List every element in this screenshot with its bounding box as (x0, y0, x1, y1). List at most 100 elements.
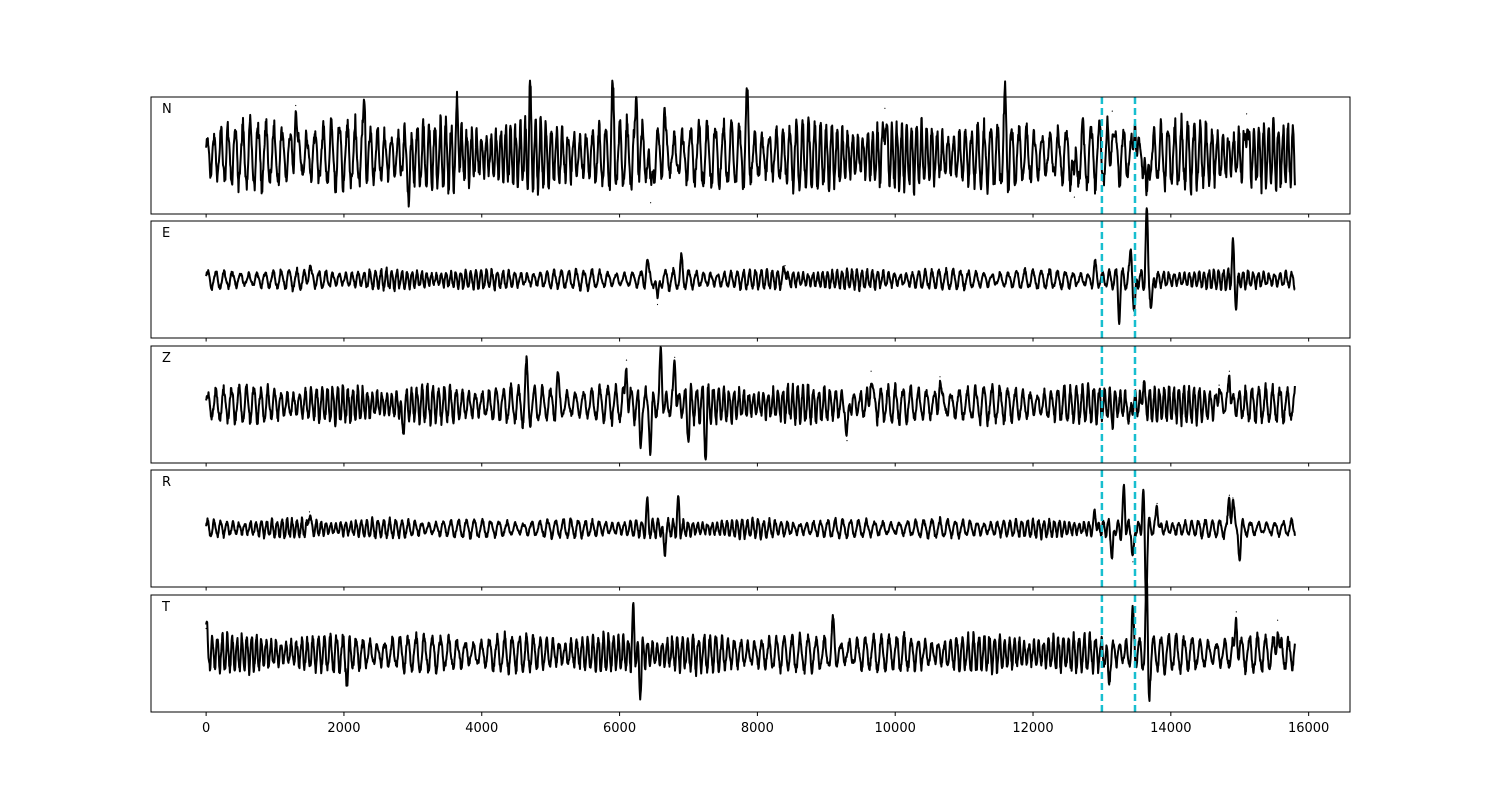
waveform-peak (646, 505, 648, 507)
waveform-peak (1111, 110, 1113, 112)
panel-frame (150, 345, 1351, 464)
waveform-peak (1156, 502, 1158, 505)
waveform-trace (205, 79, 1296, 208)
panel-n: N (150, 79, 1351, 218)
waveform-peak (346, 677, 348, 680)
waveform-trace (205, 346, 1296, 461)
waveform-peak (1146, 215, 1148, 217)
x-tick-label: 6000 (603, 721, 636, 736)
waveform-peak (639, 686, 641, 688)
x-tick-label: 2000 (327, 721, 360, 736)
x-tick-label: 12000 (1012, 721, 1053, 736)
waveform-peak (639, 442, 641, 444)
waveform-peak (1111, 415, 1113, 417)
panel-z: Z (150, 345, 1351, 467)
waveform-peak (656, 303, 659, 306)
waveform-peak (1142, 497, 1144, 499)
waveform-peak (746, 104, 748, 107)
waveform-trace (205, 575, 1296, 702)
panel-label: Z (162, 351, 171, 366)
waveform-peak (625, 359, 628, 361)
waveform-peak (1132, 561, 1134, 563)
panel-label: R (162, 475, 171, 490)
waveform-peak (632, 619, 635, 621)
panel-frame (150, 594, 1351, 713)
waveform-peak (650, 202, 652, 204)
panel-label: E (162, 226, 170, 241)
waveform-peak (870, 370, 872, 372)
x-tick-label: 0 (202, 721, 210, 736)
waveform-peak (1228, 370, 1230, 372)
waveform-peak (308, 265, 311, 267)
waveform-peak (408, 191, 410, 193)
panels: N E Z R T (150, 79, 1351, 713)
waveform-peak (457, 113, 459, 115)
waveform-peak (1118, 312, 1120, 314)
waveform-peak (660, 351, 662, 353)
waveform-peak (1235, 611, 1237, 613)
waveform-peak (663, 552, 666, 555)
waveform-peak (687, 431, 690, 433)
waveform-peak (705, 448, 707, 450)
x-axis: 0 2000 4000 6000 8000 10000 12000 14000 16000 (202, 712, 1329, 736)
waveform-peak (939, 376, 941, 378)
panel-frame (150, 469, 1351, 588)
waveform-peak (846, 440, 848, 442)
panel-frame (150, 220, 1351, 339)
waveform-peak (1130, 248, 1132, 250)
x-tick-label: 16000 (1288, 721, 1329, 736)
waveform-peak (674, 356, 676, 358)
x-tick-label: 4000 (465, 721, 498, 736)
x-tick-label: 14000 (1150, 721, 1191, 736)
waveform-peak (1004, 110, 1007, 112)
waveform-peak (1148, 689, 1150, 691)
waveform-peak (557, 378, 559, 381)
waveform-peak (308, 511, 311, 513)
waveform-peak (205, 627, 207, 630)
waveform-peak (525, 373, 528, 375)
waveform-peak (1239, 555, 1241, 557)
waveform-peak (681, 262, 683, 264)
waveform-peak (1123, 489, 1125, 491)
waveform-peak (677, 502, 679, 505)
waveform-peak (1246, 113, 1248, 115)
waveform-peak (529, 110, 531, 112)
x-tick-label: 10000 (875, 721, 916, 736)
panel-label: T (161, 600, 170, 615)
panel-label: N (162, 102, 172, 117)
waveform-trace (205, 483, 1296, 602)
waveform-peak (1142, 381, 1144, 383)
waveform-peak (1232, 248, 1234, 250)
waveform-peak (1108, 680, 1110, 682)
waveform-peak (884, 107, 886, 109)
panel-frame (150, 96, 1351, 215)
waveform-peak (1128, 420, 1131, 422)
waveform-peak (1150, 306, 1153, 308)
waveform-peak (1094, 265, 1096, 267)
waveform-peak (1218, 384, 1220, 386)
waveform-peak (1277, 619, 1279, 621)
waveform-peak (1132, 616, 1134, 619)
waveform-trace (205, 207, 1296, 325)
waveform-peak (295, 104, 297, 107)
waveform-peak (1146, 589, 1148, 591)
waveform-peak (401, 431, 404, 433)
waveform-peak (1073, 196, 1075, 198)
waveform-peak (1111, 558, 1113, 560)
panel-r: R (150, 469, 1351, 602)
waveform-peak (1232, 497, 1234, 499)
waveform-peak (1094, 511, 1096, 513)
x-tick-label: 8000 (741, 721, 774, 736)
panel-t: T (150, 575, 1351, 713)
waveform-peak (663, 116, 666, 118)
waveform-peak (832, 625, 834, 627)
waveform-peak (1228, 494, 1230, 496)
waveform-peak (364, 107, 366, 109)
panel-e: E (150, 207, 1351, 342)
waveform-peak (612, 104, 614, 107)
waveform-peak (646, 259, 648, 261)
waveform-peak (784, 265, 786, 267)
waveform-peak (650, 445, 652, 447)
waveform-peak (1235, 301, 1237, 303)
